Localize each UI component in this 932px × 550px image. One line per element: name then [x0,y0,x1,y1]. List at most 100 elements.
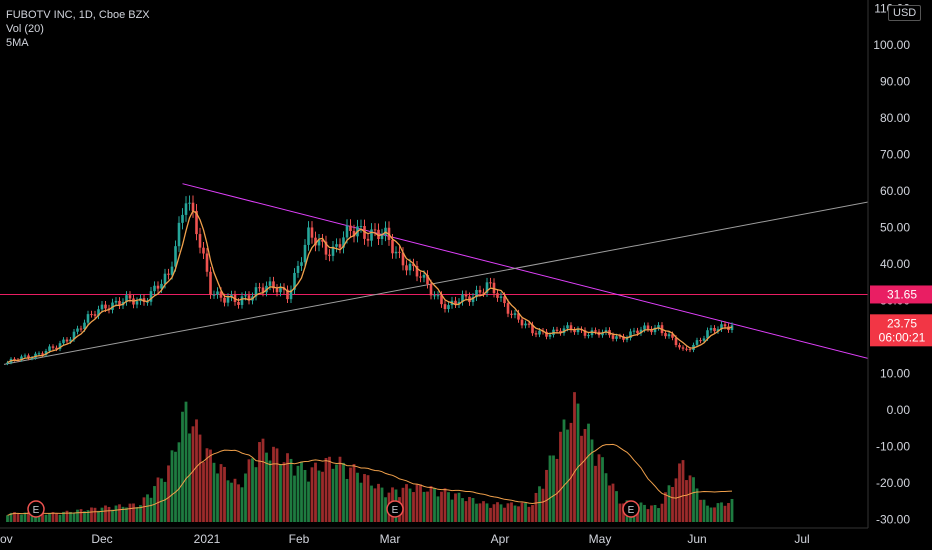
volume-bar [464,501,468,522]
volume-bar [468,496,471,522]
volume-bar [58,514,62,522]
volume-bar [359,482,363,522]
volume-bar [300,461,303,522]
volume-bar [457,492,461,522]
candle-body [629,331,632,339]
volume-bar [510,502,513,522]
candle-body [545,331,548,337]
volume-bar [723,505,727,522]
candle-body [111,302,114,310]
candle-body [156,285,160,289]
candle-body [457,301,461,305]
volume-bar [415,484,419,522]
candle-body [100,304,104,310]
candle-body [436,295,440,297]
candle-body [482,292,485,294]
volume-bar [279,464,282,522]
volume-bar [583,429,587,522]
earnings-marker[interactable]: E [27,500,45,518]
candle-body [69,339,72,342]
candle-body [114,300,118,303]
candle-body [6,362,9,364]
volume-bar [475,503,478,522]
volume-bar [244,473,247,522]
candle-body [503,296,506,304]
candle-body [566,325,569,329]
volume-bar [646,509,650,522]
volume-bar [349,467,352,522]
candle-body [688,349,692,351]
volume-bar [692,477,695,522]
volume-bar [303,470,307,522]
volume-bar [212,462,216,522]
price-axis: 110.00100.0090.0080.0070.0060.0050.0040.… [867,0,932,550]
volume-bar [433,488,436,522]
volume-bar [660,503,664,522]
time-axis-label: Dec [91,532,112,546]
candle-body [370,229,373,241]
candle-body [653,327,657,333]
volume-bar [170,450,174,522]
candle-body [394,251,398,254]
candle-body [671,334,674,338]
candle-body [475,289,478,298]
candle-body [23,355,27,357]
volume-bar [664,492,667,522]
volume-bar [615,491,618,522]
candle-body [279,287,282,293]
earnings-marker-label: E [628,505,635,516]
volume-bar [195,419,198,522]
time-axis-label: Mar [380,532,401,546]
volume-bar [643,504,646,522]
candle-body [349,225,352,232]
candle-body [247,295,251,301]
volume-bar [566,429,569,522]
candle-body [506,303,510,314]
candle-body [685,348,688,350]
candle-body [48,346,51,351]
volume-bar [678,463,681,522]
volume-bar [408,488,412,522]
candle-body [300,262,303,266]
volume-bar [293,475,296,522]
candle-body [307,227,310,245]
candle-body [622,336,625,340]
legend-symbol: FUBOTV INC, 1D, Cboe BZX [6,9,150,21]
volume-bar [443,488,447,522]
candle-body [83,322,86,330]
volume-bar [471,498,475,522]
candle-body [720,324,723,330]
candle-body [569,325,573,330]
candle-body [118,300,121,306]
candle-body [527,323,531,325]
volume-bar [331,468,335,522]
volume-bar [601,457,604,522]
candle-body [209,271,212,295]
time-axis-label: May [589,532,612,546]
volume-bar [160,478,163,522]
candle-body [335,244,338,247]
earnings-marker[interactable]: E [622,500,640,518]
candle-body [37,353,41,355]
volume-bar [114,505,118,522]
volume-bar [135,507,139,522]
volume-bar [247,459,251,522]
earnings-marker-circle [622,500,640,518]
currency-badge[interactable]: USD [888,5,922,21]
volume-bar [373,488,377,522]
volume-bar [356,472,359,522]
candle-body [408,263,412,271]
volume-bar [352,464,356,522]
volume-bar [223,466,226,522]
volume-bar [419,484,422,522]
candle-body [352,231,356,237]
volume-bar [587,423,590,522]
volume-bar [548,455,552,522]
candle-body [93,314,97,316]
candle-body [244,295,247,297]
candle-body [198,234,202,248]
earnings-marker[interactable]: E [386,500,404,518]
candle-body [499,296,503,298]
volume-bar [377,483,380,522]
